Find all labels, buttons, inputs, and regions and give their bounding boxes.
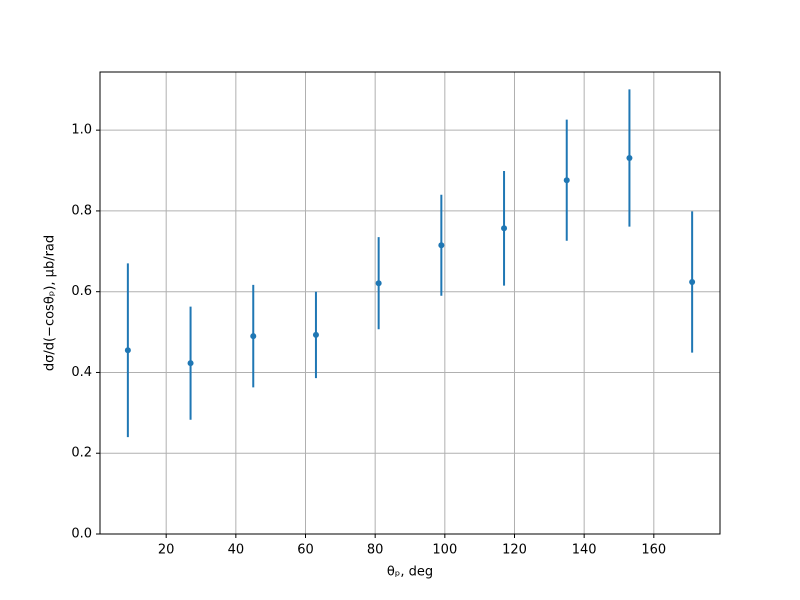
data-point	[124, 347, 131, 354]
data-point	[563, 177, 570, 184]
y-axis-label: dσ/d(−cosθₚ), μb/rad	[43, 235, 58, 371]
data-point	[689, 279, 696, 285]
x-tick-label: 120	[502, 543, 527, 558]
x-tick-label: 20	[158, 543, 175, 558]
x-axis-label: θₚ, deg	[387, 565, 433, 580]
data-point	[375, 280, 382, 287]
x-tick-label: 80	[367, 543, 384, 558]
data-point	[312, 331, 319, 338]
data-point	[626, 155, 633, 162]
data-point	[187, 360, 194, 367]
x-tick-label: 40	[228, 543, 245, 558]
x-tick-label: 100	[432, 543, 457, 558]
data-point	[438, 242, 445, 249]
y-tick-label: 0.8	[71, 203, 92, 218]
y-tick-label: 1.0	[71, 123, 92, 138]
plot-frame	[99, 71, 721, 535]
y-tick-label: 0.2	[71, 446, 92, 461]
data-point	[501, 225, 508, 232]
y-tick-label: 0.0	[71, 527, 92, 542]
x-tick-label: 160	[641, 543, 666, 558]
data-point	[250, 333, 257, 340]
y-tick-label: 0.6	[71, 284, 92, 299]
y-tick-label: 0.4	[71, 365, 92, 380]
x-tick-label: 60	[297, 543, 314, 558]
x-tick-label: 140	[572, 543, 597, 558]
